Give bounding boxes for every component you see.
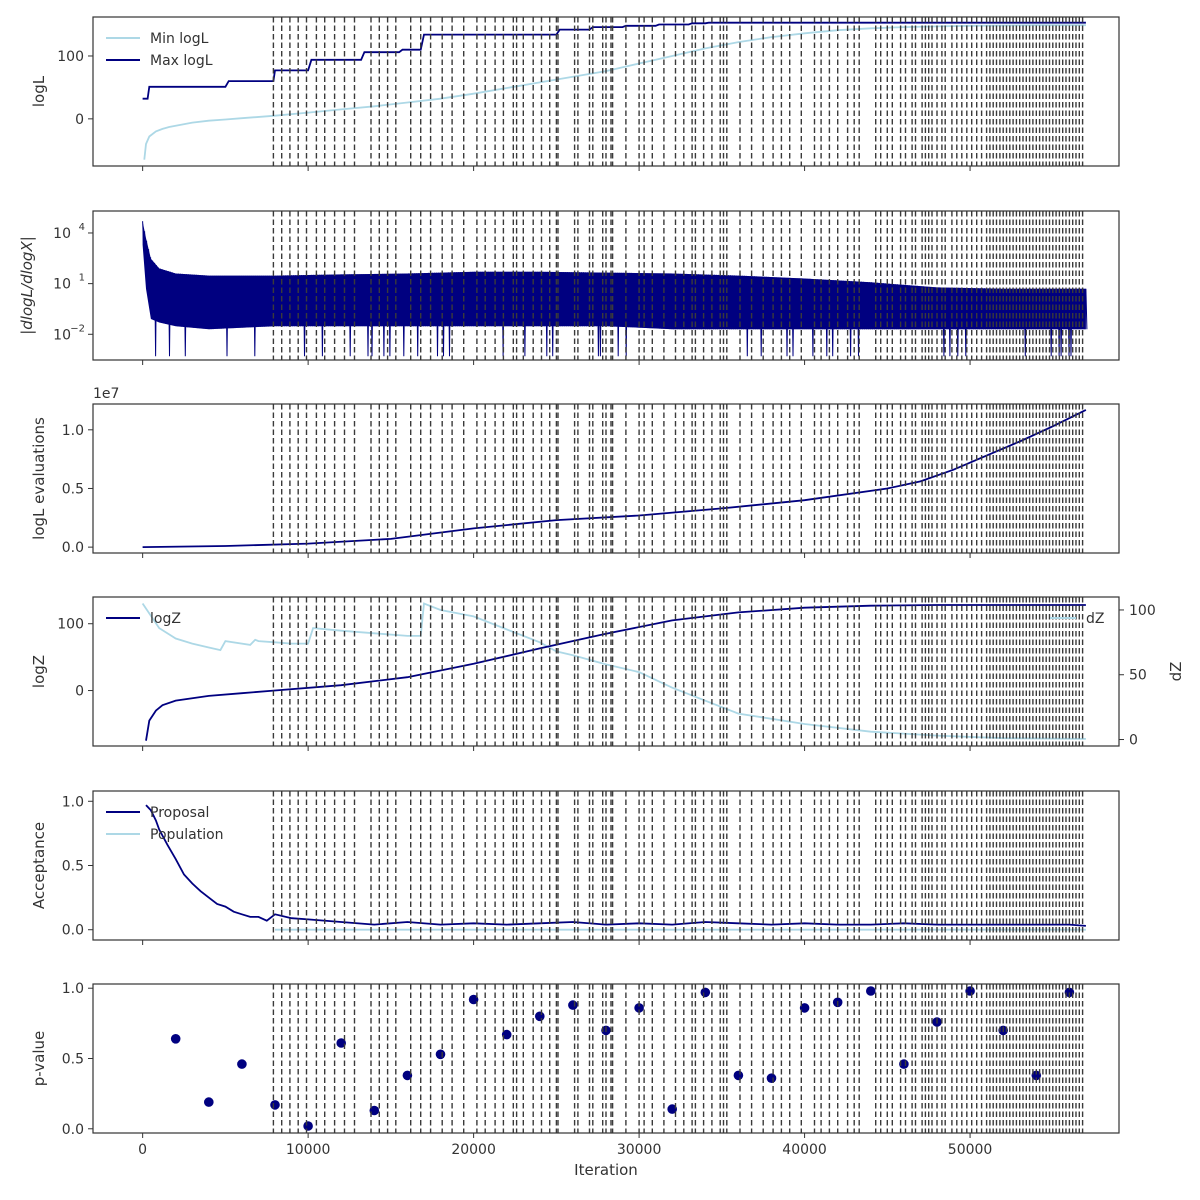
x-axis-label: Iteration (574, 1161, 638, 1179)
legend-label: Population (150, 827, 224, 843)
plot-area-acceptance (145, 791, 1086, 940)
pvalue-point (468, 994, 479, 1005)
plot-area-logL (142, 17, 1086, 166)
y-tick-exponent: 1 (79, 273, 85, 284)
y-tick-label: 0.0 (62, 540, 84, 556)
y-tick-exponent: −2 (70, 323, 85, 334)
legend-label: logZ (150, 611, 181, 627)
panel-pvalue: 0.0 0.5 1.0 p-value 0 10000 20000 30000 40000 500… (30, 981, 1120, 1179)
pvalue-point (402, 1070, 413, 1081)
series-line-dZ (141, 602, 1086, 740)
x-tick-label: 40000 (782, 1142, 827, 1158)
y2-axis-label: dZ (1167, 662, 1185, 682)
x-tick-label: 30000 (617, 1142, 662, 1158)
pvalue-point (270, 1100, 280, 1110)
plot-area-logZ (141, 597, 1086, 746)
pvalue-point (204, 1097, 214, 1107)
pvalue-point (965, 986, 975, 996)
y-tick-label: 1.0 (62, 423, 84, 439)
y-tick-label: 0.5 (62, 859, 84, 875)
pvalue-point (700, 987, 711, 998)
x-tick-label: 50000 (948, 1142, 993, 1158)
y-tick-label: 0.5 (62, 1052, 84, 1068)
panel-acceptance: 0.0 0.5 1.0 Acceptance Proposal Population (30, 790, 1120, 945)
legend-label: Min logL (150, 31, 209, 47)
series-line-Min logL (143, 24, 1086, 160)
y-axis-label: logL evaluations (30, 417, 48, 540)
pvalue-point (237, 1059, 247, 1069)
pvalue-point (303, 1121, 313, 1131)
pvalue-point (336, 1038, 347, 1048)
pvalue-point (170, 1034, 181, 1044)
pvalue-point (667, 1104, 677, 1114)
pvalue-point (766, 1073, 777, 1083)
dlogl-trace (142, 221, 1088, 357)
y2-tick-label: 0 (1129, 733, 1138, 749)
y2-tick-label: 100 (1129, 603, 1156, 619)
pvalue-point (1064, 987, 1075, 998)
panel-logL: 0 100 logL Min logL Max logL (30, 16, 1120, 171)
y-tick-label: 1.0 (62, 981, 84, 997)
pvalue-point (501, 1029, 512, 1040)
y-tick-label: 1.0 (62, 794, 84, 810)
pvalue-point (535, 1011, 545, 1022)
y-tick-label: 10 (53, 277, 71, 293)
series-line-Max logL (142, 21, 1086, 100)
y-tick-label: 10 (53, 226, 71, 242)
y2-tick-label: 50 (1129, 668, 1147, 684)
y-tick-exponent: 4 (79, 222, 85, 233)
legend-label: dZ (1086, 611, 1104, 627)
series-line-unnamed (142, 409, 1087, 548)
y-axis-label: Acceptance (30, 822, 48, 909)
offset-label: 1e7 (93, 386, 119, 402)
pvalue-point (568, 1000, 578, 1010)
plot-area-evaluations (142, 404, 1087, 553)
pvalue-point (435, 1049, 446, 1060)
x-tick-label: 20000 (451, 1142, 496, 1158)
y-tick-label: 0.5 (62, 481, 84, 497)
legend-label: Max logL (150, 53, 213, 69)
y-tick-label: 0 (75, 684, 84, 700)
pvalue-point (899, 1059, 909, 1069)
pvalue-point (634, 1003, 644, 1013)
legend-label: Proposal (150, 805, 209, 821)
y-tick-label: 100 (57, 617, 84, 633)
panel-evaluations: 0.0 0.5 1.0 logL evaluations 1e7 (30, 386, 1120, 558)
pvalue-point (1031, 1070, 1042, 1081)
pvalue-point (369, 1105, 380, 1116)
axes-frame (92, 16, 1120, 167)
x-tick-label: 10000 (286, 1142, 331, 1158)
panel-logZ: 0 100 logZ 0 50 100 dZ logZ dZ (30, 596, 1185, 751)
axes-frame (92, 210, 1120, 361)
series-line-Proposal (145, 804, 1086, 927)
pvalue-point (866, 986, 876, 996)
x-tick-label: 0 (138, 1142, 147, 1158)
pvalue-point (799, 1003, 810, 1013)
plot-area-dlogL (142, 211, 1088, 360)
y-axis-label: logZ (30, 655, 48, 688)
y-tick-label: 0.0 (62, 923, 84, 939)
panel-dlogL: 10 −210 110 4|dlogL/dlogX| (18, 210, 1120, 365)
y-axis-label: logL (30, 75, 48, 107)
y-tick-label: 0.0 (62, 1122, 84, 1138)
y-axis-label: p-value (30, 1031, 48, 1087)
axes-frame (92, 403, 1120, 554)
plot-area-pvalue (170, 984, 1084, 1133)
y-tick-label: 0 (75, 112, 84, 128)
pvalue-point (733, 1070, 744, 1081)
y-tick-label: 100 (57, 49, 84, 65)
y-axis-label: |dlogL/dlogX| (18, 236, 36, 335)
axes-frame (92, 596, 1120, 747)
y-tick-label: 10 (53, 327, 71, 343)
